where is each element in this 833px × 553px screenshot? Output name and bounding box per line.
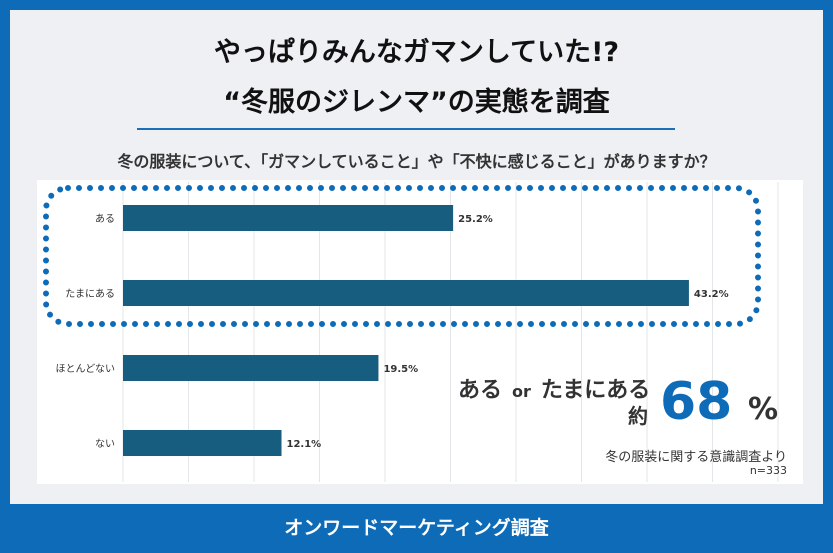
value-label: 43.2% bbox=[694, 289, 729, 300]
bar-2 bbox=[123, 355, 379, 381]
category-label: たまにある bbox=[65, 288, 115, 300]
bar-0 bbox=[123, 205, 454, 231]
value-label: 25.2% bbox=[458, 214, 493, 225]
category-label: ほとんどない bbox=[56, 363, 116, 375]
callout-a: ある bbox=[458, 378, 503, 403]
title-divider bbox=[137, 128, 675, 130]
callout-b: たまにある bbox=[540, 378, 651, 403]
category-label: ある bbox=[95, 213, 115, 225]
bar-3 bbox=[123, 430, 282, 456]
sample-size: n=333 bbox=[749, 464, 787, 477]
survey-question: 冬の服装について、「ガマンしていること」や「不快に感じること」がありますか？ bbox=[117, 152, 716, 171]
category-label: ない bbox=[95, 438, 115, 450]
title-line-1: やっぱりみんなガマンしていた!? bbox=[213, 37, 620, 68]
title-line-2: “冬服のジレンマ”の実態を調査 bbox=[223, 87, 610, 118]
callout-or: or bbox=[512, 382, 531, 401]
callout-text: ある or たまにある bbox=[458, 372, 650, 404]
callout-value: 68 bbox=[660, 372, 733, 432]
footer-banner: オンワードマーケティング調査 bbox=[284, 517, 549, 539]
highlight-dotted-outline bbox=[43, 185, 761, 327]
source-note: 冬の服装に関する意識調査より bbox=[605, 450, 787, 465]
value-label: 19.5% bbox=[383, 364, 418, 375]
callout-unit: % bbox=[748, 392, 779, 427]
bar-1 bbox=[123, 280, 689, 306]
callout-approx: 約 bbox=[628, 404, 648, 428]
value-label: 12.1% bbox=[287, 439, 322, 450]
